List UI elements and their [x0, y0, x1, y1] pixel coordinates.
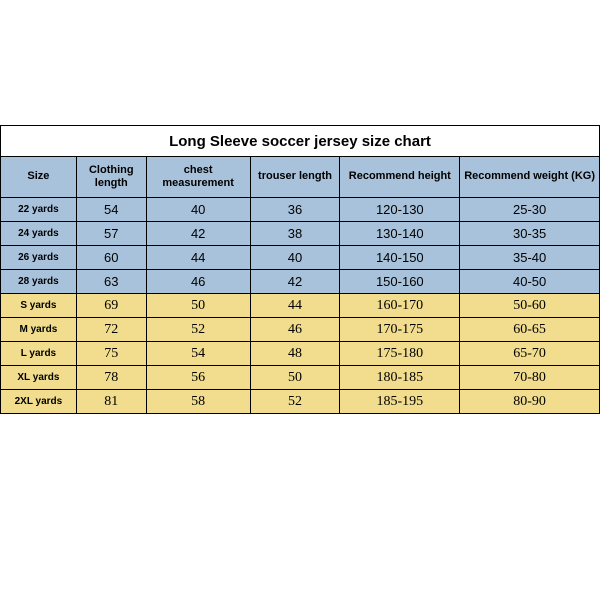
data-cell: 38	[250, 222, 340, 246]
col-chest: chest measurement	[146, 157, 250, 198]
data-cell: 63	[76, 270, 146, 294]
data-cell: 44	[250, 294, 340, 318]
data-cell: 81	[76, 390, 146, 414]
table-row: 2XL yards815852185-19580-90	[1, 390, 600, 414]
data-cell: 46	[146, 270, 250, 294]
data-cell: 180-185	[340, 366, 460, 390]
data-cell: 60-65	[460, 318, 600, 342]
header-row: Size Clothing length chest measurement t…	[1, 157, 600, 198]
table-row: 22 yards544036120-13025-30	[1, 198, 600, 222]
data-cell: 175-180	[340, 342, 460, 366]
size-chart-table: Long Sleeve soccer jersey size chart Siz…	[0, 125, 600, 414]
col-trouser: trouser length	[250, 157, 340, 198]
col-height: Recommend height	[340, 157, 460, 198]
data-cell: 50	[146, 294, 250, 318]
data-cell: 50-60	[460, 294, 600, 318]
data-cell: 50	[250, 366, 340, 390]
data-cell: 25-30	[460, 198, 600, 222]
data-cell: 36	[250, 198, 340, 222]
col-length: Clothing length	[76, 157, 146, 198]
data-cell: 58	[146, 390, 250, 414]
size-label: S yards	[1, 294, 77, 318]
data-cell: 40-50	[460, 270, 600, 294]
data-cell: 72	[76, 318, 146, 342]
size-label: 2XL yards	[1, 390, 77, 414]
table-row: 28 yards634642150-16040-50	[1, 270, 600, 294]
data-cell: 42	[250, 270, 340, 294]
data-cell: 35-40	[460, 246, 600, 270]
title-row: Long Sleeve soccer jersey size chart	[1, 126, 600, 157]
data-cell: 170-175	[340, 318, 460, 342]
size-label: L yards	[1, 342, 77, 366]
data-cell: 140-150	[340, 246, 460, 270]
size-label: 24 yards	[1, 222, 77, 246]
data-cell: 56	[146, 366, 250, 390]
col-size: Size	[1, 157, 77, 198]
data-cell: 78	[76, 366, 146, 390]
col-weight: Recommend weight (KG)	[460, 157, 600, 198]
size-label: XL yards	[1, 366, 77, 390]
data-cell: 52	[146, 318, 250, 342]
data-cell: 80-90	[460, 390, 600, 414]
table-row: XL yards785650180-18570-80	[1, 366, 600, 390]
data-cell: 60	[76, 246, 146, 270]
data-cell: 46	[250, 318, 340, 342]
size-label: M yards	[1, 318, 77, 342]
table-row: 26 yards604440140-15035-40	[1, 246, 600, 270]
data-cell: 40	[250, 246, 340, 270]
size-label: 22 yards	[1, 198, 77, 222]
table-row: M yards725246170-17560-65	[1, 318, 600, 342]
data-cell: 42	[146, 222, 250, 246]
table-row: L yards755448175-18065-70	[1, 342, 600, 366]
data-cell: 65-70	[460, 342, 600, 366]
data-cell: 52	[250, 390, 340, 414]
size-label: 28 yards	[1, 270, 77, 294]
size-label: 26 yards	[1, 246, 77, 270]
data-cell: 54	[76, 198, 146, 222]
data-cell: 130-140	[340, 222, 460, 246]
chart-title: Long Sleeve soccer jersey size chart	[1, 126, 600, 157]
data-cell: 150-160	[340, 270, 460, 294]
data-cell: 75	[76, 342, 146, 366]
data-cell: 185-195	[340, 390, 460, 414]
data-cell: 40	[146, 198, 250, 222]
data-cell: 48	[250, 342, 340, 366]
table-row: 24 yards574238130-14030-35	[1, 222, 600, 246]
data-cell: 69	[76, 294, 146, 318]
data-cell: 160-170	[340, 294, 460, 318]
data-cell: 57	[76, 222, 146, 246]
data-cell: 70-80	[460, 366, 600, 390]
data-cell: 120-130	[340, 198, 460, 222]
data-cell: 44	[146, 246, 250, 270]
data-cell: 54	[146, 342, 250, 366]
data-cell: 30-35	[460, 222, 600, 246]
table-row: S yards695044160-17050-60	[1, 294, 600, 318]
